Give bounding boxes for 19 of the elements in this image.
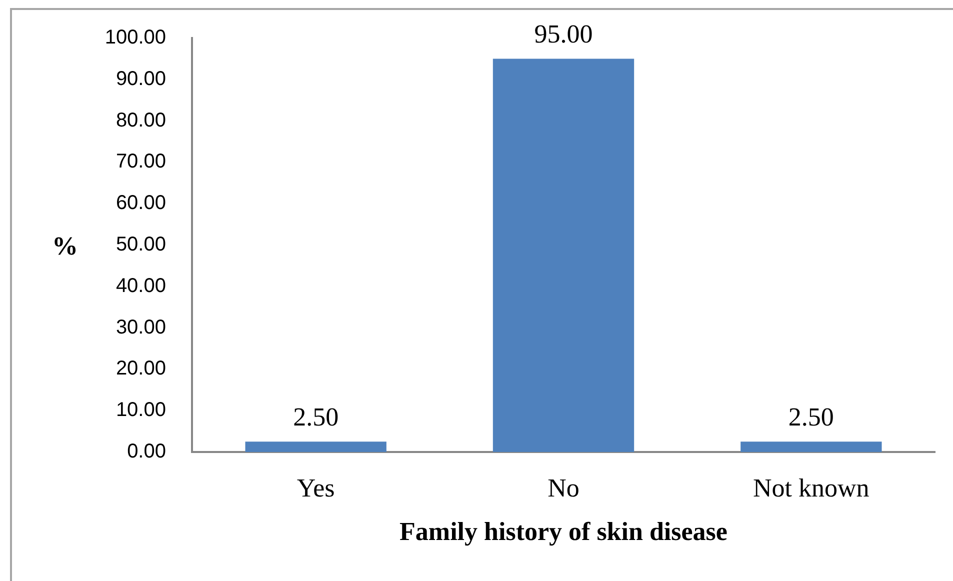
- y-tick-label: 30.00: [116, 316, 166, 338]
- y-tick-label: 100.00: [104, 26, 166, 49]
- y-tick-label: 20.00: [116, 358, 166, 380]
- y-tick-label: 40.00: [116, 274, 166, 297]
- y-tick-label: 70.00: [116, 150, 166, 173]
- data-label: 2.50: [293, 402, 339, 432]
- x-axis-title: Family history of skin disease: [400, 517, 728, 546]
- y-tick-label: 80.00: [116, 109, 166, 132]
- y-tick-label: 10.00: [116, 399, 166, 422]
- y-axis-title: %: [52, 232, 78, 261]
- data-label: 95.00: [534, 20, 593, 49]
- y-tick-label: 50.00: [116, 234, 166, 256]
- x-tick-label: Yes: [296, 473, 335, 502]
- y-tick-label: 60.00: [116, 192, 166, 214]
- x-tick-label: No: [548, 473, 580, 502]
- x-tick-label: Not known: [753, 473, 870, 502]
- y-tick-label: 90.00: [116, 68, 166, 90]
- y-tick-label: 0.00: [127, 440, 166, 463]
- data-label: 2.50: [788, 402, 834, 432]
